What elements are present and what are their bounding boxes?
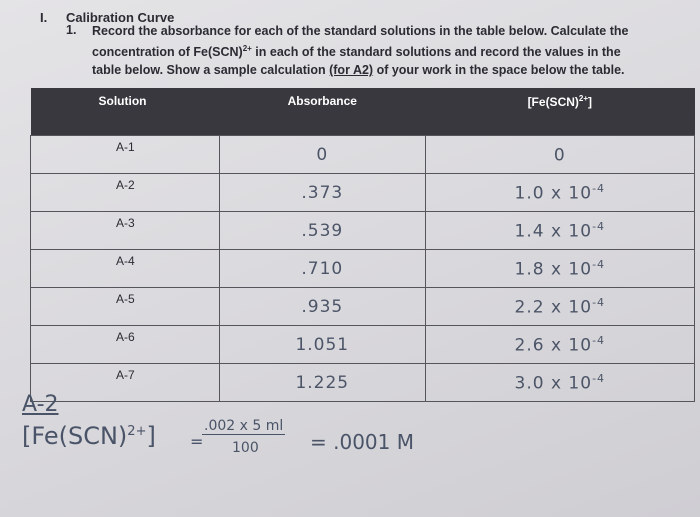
- concentration-cell: 3.0 x 10-4: [424, 363, 696, 402]
- concentration-exponent: -4: [592, 371, 606, 385]
- calc-denominator: 100: [232, 440, 259, 456]
- concentration-cell: 0: [424, 135, 696, 174]
- absorbance-cell: .539: [219, 211, 426, 250]
- concentration-cell: 1.0 x 10-4: [424, 173, 696, 212]
- table-row: A-5.935 2.2 x 10-4: [30, 287, 696, 326]
- table-row: A-2.373 1.0 x 10-4: [30, 173, 696, 212]
- section-number: I.: [40, 10, 48, 25]
- absorbance-cell: 1.051: [219, 325, 426, 364]
- absorbance-cell: 1.225: [219, 363, 426, 402]
- data-table: Solution Absorbance [Fe(SCN)2+] A-1 0 0 A-2…: [30, 88, 696, 402]
- concentration-exponent: -4: [592, 219, 606, 233]
- concentration-mantissa: 3.0 x 10: [514, 373, 593, 394]
- solution-cell: A-2: [30, 173, 220, 212]
- calc-numerator: .002 x 5 ml: [202, 418, 286, 435]
- table-row: A-4.710 1.8 x 10-4: [30, 249, 696, 288]
- absorbance-cell: .373: [219, 173, 426, 212]
- table-row: A-1 0 0: [30, 135, 696, 174]
- item-number: 1.: [66, 23, 77, 37]
- concentration-exponent: -4: [592, 295, 606, 309]
- absorbance-cell: 0: [219, 135, 426, 174]
- concentration-cell: 2.6 x 10-4: [424, 325, 696, 364]
- concentration-mantissa: 1.8 x 10: [514, 259, 593, 280]
- concentration-mantissa: 2.2 x 10: [514, 297, 593, 318]
- instruction-text: of your work in the space below the tabl…: [373, 63, 625, 78]
- concentration-mantissa: 1.0 x 10: [514, 183, 593, 204]
- section-title: Calibration Curve: [66, 10, 175, 25]
- concentration-mantissa: 2.6 x 10: [514, 335, 593, 356]
- concentration-mantissa: 1.4 x 10: [514, 221, 593, 242]
- instruction: Record the absorbance for each of the st…: [92, 22, 652, 79]
- absorbance-cell: .710: [219, 249, 426, 288]
- superscript: 2+: [127, 424, 147, 439]
- superscript: 2+: [242, 44, 252, 53]
- concentration-cell: 1.4 x 10-4: [424, 211, 696, 250]
- calc-equals: =: [190, 432, 204, 451]
- concentration-cell: 1.8 x 10-4: [424, 249, 696, 288]
- concentration-mantissa: 0: [553, 145, 566, 166]
- calc-lhs: [Fe(SCN)2+]: [22, 422, 156, 450]
- column-header: Absorbance: [219, 88, 426, 136]
- calc-label: A-2: [22, 392, 59, 417]
- calc-text: [Fe(SCN): [22, 422, 128, 450]
- concentration-cell: 2.2 x 10-4: [424, 287, 696, 326]
- header-row: Solution Absorbance [Fe(SCN)2+]: [30, 88, 695, 136]
- table-row: A-7 1.225 3.0 x 10-4: [30, 363, 696, 402]
- instruction-text: (for A2): [329, 63, 374, 78]
- calc-text: ]: [146, 422, 156, 450]
- solution-cell: A-4: [30, 249, 220, 288]
- concentration-exponent: -4: [592, 257, 606, 271]
- solution-cell: A-6: [30, 325, 220, 364]
- concentration-exponent: -4: [592, 333, 606, 347]
- column-header: Solution: [30, 88, 220, 136]
- concentration-exponent: -4: [592, 181, 606, 195]
- column-header: [Fe(SCN)2+]: [425, 88, 695, 136]
- calc-result: = .0001 M: [310, 430, 414, 454]
- solution-cell: A-1: [30, 135, 220, 174]
- header-text: [Fe(SCN): [527, 95, 579, 109]
- table-row: A-6 1.051 2.6 x 10-4: [30, 325, 696, 364]
- instruction-text: Record the absorbance for each of the st…: [92, 24, 629, 60]
- superscript: 2+: [578, 94, 589, 103]
- instruction-text: in each of the standard solutions and re…: [92, 45, 621, 78]
- header-text: ]: [588, 95, 593, 109]
- table-body: A-1 0 0 A-2.373 1.0 x 10-4 A-3.539 1.4 x 10-4 A…: [30, 135, 696, 402]
- table-row: A-3.539 1.4 x 10-4: [30, 211, 696, 250]
- solution-cell: A-7: [30, 363, 220, 402]
- solution-cell: A-5: [30, 287, 220, 326]
- absorbance-cell: .935: [219, 287, 426, 326]
- solution-cell: A-3: [30, 211, 220, 250]
